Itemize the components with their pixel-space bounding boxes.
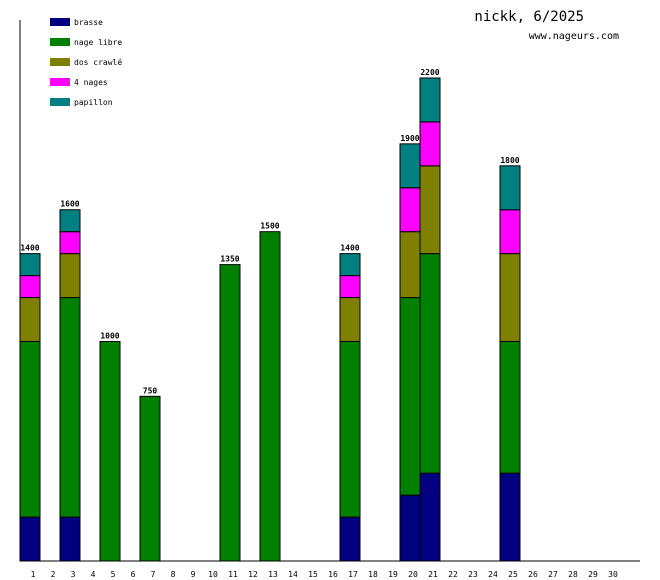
x-tick-16: 16 — [328, 570, 338, 579]
total-label-13: 1500 — [260, 222, 279, 231]
chart-title: nickk, 6/2025 — [474, 9, 584, 25]
legend-swatch-0 — [50, 18, 70, 26]
bar-7-1 — [139, 395, 161, 562]
bar-17-2 — [339, 297, 361, 342]
bar-25-3 — [499, 209, 521, 255]
bar-21-0 — [419, 472, 441, 562]
site-label: www.nageurs.com — [528, 31, 619, 42]
bar-3-0 — [59, 516, 81, 562]
x-tick-12: 12 — [248, 570, 258, 579]
x-tick-21: 21 — [428, 570, 438, 579]
legend-swatch-2 — [50, 58, 70, 66]
bar-25-4 — [499, 165, 521, 211]
x-tick-25: 25 — [508, 570, 518, 579]
legend-swatch-4 — [50, 98, 70, 106]
x-tick-7: 7 — [151, 570, 156, 579]
legend: brasse nage libre dos crawlé 4 nages papillo… — [50, 18, 122, 107]
x-tick-24: 24 — [488, 570, 498, 579]
x-tick-2: 2 — [51, 570, 56, 579]
x-tick-28: 28 — [568, 570, 578, 579]
bar-1-3 — [19, 275, 41, 299]
x-tick-30: 30 — [608, 570, 618, 579]
x-tick-13: 13 — [268, 570, 278, 579]
bar-20-4 — [399, 143, 421, 189]
legend-label-4: papillon — [74, 98, 113, 107]
x-tick-18: 18 — [368, 570, 378, 579]
x-tick-6: 6 — [131, 570, 136, 579]
x-tick-15: 15 — [308, 570, 318, 579]
legend-label-2: dos crawlé — [74, 57, 122, 67]
total-label-3: 1600 — [60, 200, 79, 209]
bar-20-2 — [399, 231, 421, 299]
bar-3-1 — [59, 297, 81, 518]
bar-17-4 — [339, 253, 361, 277]
x-tick-8: 8 — [171, 570, 176, 579]
bar-21-1 — [419, 253, 441, 474]
legend-swatch-1 — [50, 38, 70, 46]
bar-1-4 — [19, 253, 41, 277]
bar-17-3 — [339, 275, 361, 299]
legend-label-0: brasse — [74, 18, 103, 27]
total-label-11: 1350 — [220, 255, 239, 264]
x-tick-27: 27 — [548, 570, 558, 579]
x-tick-19: 19 — [388, 570, 398, 579]
total-label-17: 1400 — [340, 244, 359, 253]
bar-20-1 — [399, 297, 421, 496]
x-tick-1: 1 — [31, 570, 36, 579]
bar-25-2 — [499, 253, 521, 342]
legend-label-1: nage libre — [74, 38, 122, 47]
x-tick-22: 22 — [448, 570, 458, 579]
bar-20-0 — [399, 494, 421, 562]
bar-3-2 — [59, 253, 81, 299]
bar-25-1 — [499, 340, 521, 474]
bar-13-1 — [259, 231, 281, 562]
x-tick-26: 26 — [528, 570, 538, 579]
bar-11-1 — [219, 264, 241, 562]
total-label-21: 2200 — [420, 68, 439, 77]
bars-group — [19, 77, 521, 562]
x-tick-17: 17 — [348, 570, 358, 579]
x-tick-14: 14 — [288, 570, 298, 579]
legend-swatch-3 — [50, 78, 70, 86]
bar-1-1 — [19, 340, 41, 518]
bar-1-0 — [19, 516, 41, 562]
bar-21-3 — [419, 121, 441, 167]
total-labels: 1400 1600 1000 750 1350 1500 1400 1900 2200 1800 — [20, 68, 519, 395]
x-tick-9: 9 — [191, 570, 196, 579]
x-tick-10: 10 — [208, 570, 218, 579]
bar-3-4 — [59, 209, 81, 233]
x-tick-labels: 1 2 3 4 5 6 7 8 9 10 11 12 13 14 15 16 17 18 19 20 21 22 23 24 2… — [31, 570, 618, 579]
x-tick-4: 4 — [91, 570, 96, 579]
bar-17-1 — [339, 340, 361, 518]
bar-5-1 — [99, 340, 121, 562]
bar-21-4 — [419, 77, 441, 123]
x-tick-11: 11 — [228, 570, 238, 579]
bar-3-3 — [59, 231, 81, 255]
x-tick-23: 23 — [468, 570, 478, 579]
total-label-7: 750 — [143, 386, 158, 395]
total-label-20: 1900 — [400, 134, 419, 143]
bar-20-3 — [399, 187, 421, 233]
total-label-25: 1800 — [500, 156, 519, 165]
total-label-1: 1400 — [20, 244, 39, 253]
legend-label-3: 4 nages — [74, 78, 108, 87]
bar-21-2 — [419, 165, 441, 255]
x-tick-29: 29 — [588, 570, 598, 579]
bar-17-0 — [339, 516, 361, 562]
bar-1-2 — [19, 297, 41, 342]
x-tick-5: 5 — [111, 570, 116, 579]
bar-25-0 — [499, 472, 521, 562]
x-tick-20: 20 — [408, 570, 418, 579]
total-label-5: 1000 — [100, 331, 119, 340]
x-tick-3: 3 — [71, 570, 76, 579]
